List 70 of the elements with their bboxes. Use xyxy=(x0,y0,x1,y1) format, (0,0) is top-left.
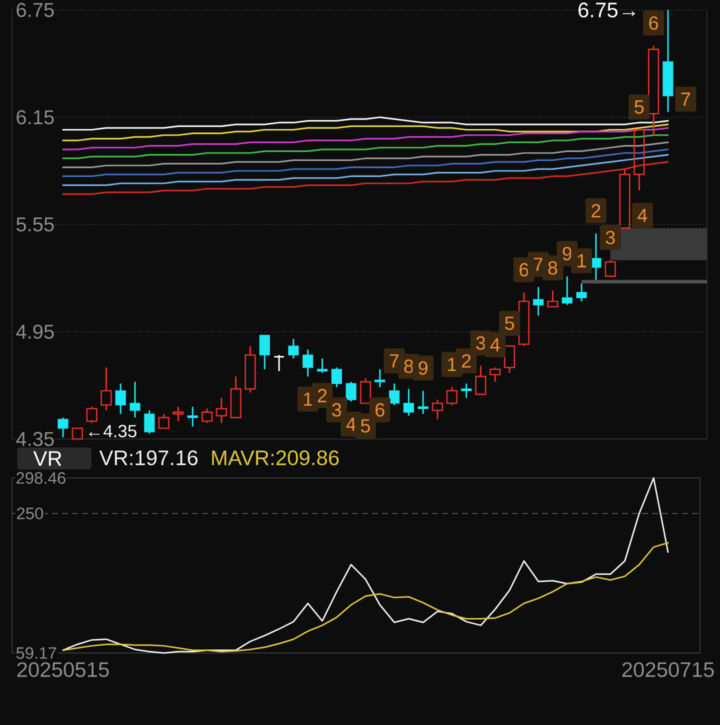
annotation: ←4.35 xyxy=(89,424,136,438)
candlestick xyxy=(331,366,342,388)
candlestick xyxy=(144,410,155,434)
x-tick-label: 20250515 xyxy=(17,662,109,678)
candlestick xyxy=(288,338,299,360)
text: 5 xyxy=(634,100,644,114)
candlestick xyxy=(374,368,386,388)
candlestick xyxy=(547,290,558,308)
y-tick-label: 4.35 xyxy=(16,432,54,446)
text: 3 xyxy=(606,230,615,244)
ref-line-label: 250 xyxy=(17,508,44,520)
text: 2 xyxy=(318,388,327,402)
text: 6 xyxy=(376,403,384,417)
candlestick xyxy=(562,276,572,306)
annotation: 6.75→ xyxy=(578,2,636,18)
candlestick xyxy=(115,382,126,415)
text: 5 xyxy=(360,419,370,433)
candlestick xyxy=(634,129,645,192)
y-tick-label: 4.95 xyxy=(16,324,54,339)
candlestick xyxy=(130,381,140,418)
text: 9 xyxy=(562,246,572,260)
candlestick xyxy=(216,397,227,424)
candlestick xyxy=(316,358,328,374)
y-tick-label: 5.55 xyxy=(16,218,54,232)
candlestick xyxy=(273,354,285,372)
y-tick-label: 298.46 xyxy=(16,472,66,484)
text: 1 xyxy=(448,358,456,371)
candlestick xyxy=(576,282,587,302)
candlestick xyxy=(590,232,602,281)
text: 8 xyxy=(404,360,414,373)
candlestick xyxy=(461,382,472,399)
text: 7 xyxy=(390,354,399,368)
candlestick xyxy=(100,366,112,412)
text: 2 xyxy=(592,204,600,218)
text: 8 xyxy=(548,261,558,275)
text: 1 xyxy=(304,392,312,406)
candlestick xyxy=(475,364,486,395)
text: 6 xyxy=(649,16,658,30)
y-tick-label: 6.15 xyxy=(16,110,54,124)
candlestick xyxy=(533,286,544,316)
y-tick-label: 59.17 xyxy=(16,647,56,659)
text: VR:197.16 xyxy=(99,450,198,466)
text: 7 xyxy=(681,92,690,106)
text: 3 xyxy=(476,336,486,350)
candlestick xyxy=(403,388,414,417)
candlestick xyxy=(388,382,400,406)
text: 5 xyxy=(504,316,514,330)
candlestick xyxy=(230,376,242,418)
candlestick xyxy=(619,168,630,229)
line-series xyxy=(62,542,669,652)
text: 4 xyxy=(346,418,356,431)
candlestick xyxy=(187,406,198,428)
text: 1 xyxy=(578,254,586,268)
text: 4 xyxy=(490,338,500,352)
candlestick xyxy=(302,348,314,378)
candlestick xyxy=(418,390,428,415)
text: 9 xyxy=(418,361,428,375)
candlestick xyxy=(259,334,270,370)
text: MAVR:209.86 xyxy=(212,450,339,466)
x-tick-label: 20250715 xyxy=(622,662,714,678)
y-tick-label: 6.75 xyxy=(16,2,54,18)
text: VR xyxy=(33,451,62,466)
candlestick xyxy=(72,428,83,440)
text: 7 xyxy=(534,258,543,271)
candlestick xyxy=(58,416,68,438)
candlestick xyxy=(346,381,356,402)
text: 3 xyxy=(332,403,342,417)
text: 6 xyxy=(520,262,528,276)
text: 4 xyxy=(638,208,648,222)
text: 2 xyxy=(462,354,471,368)
